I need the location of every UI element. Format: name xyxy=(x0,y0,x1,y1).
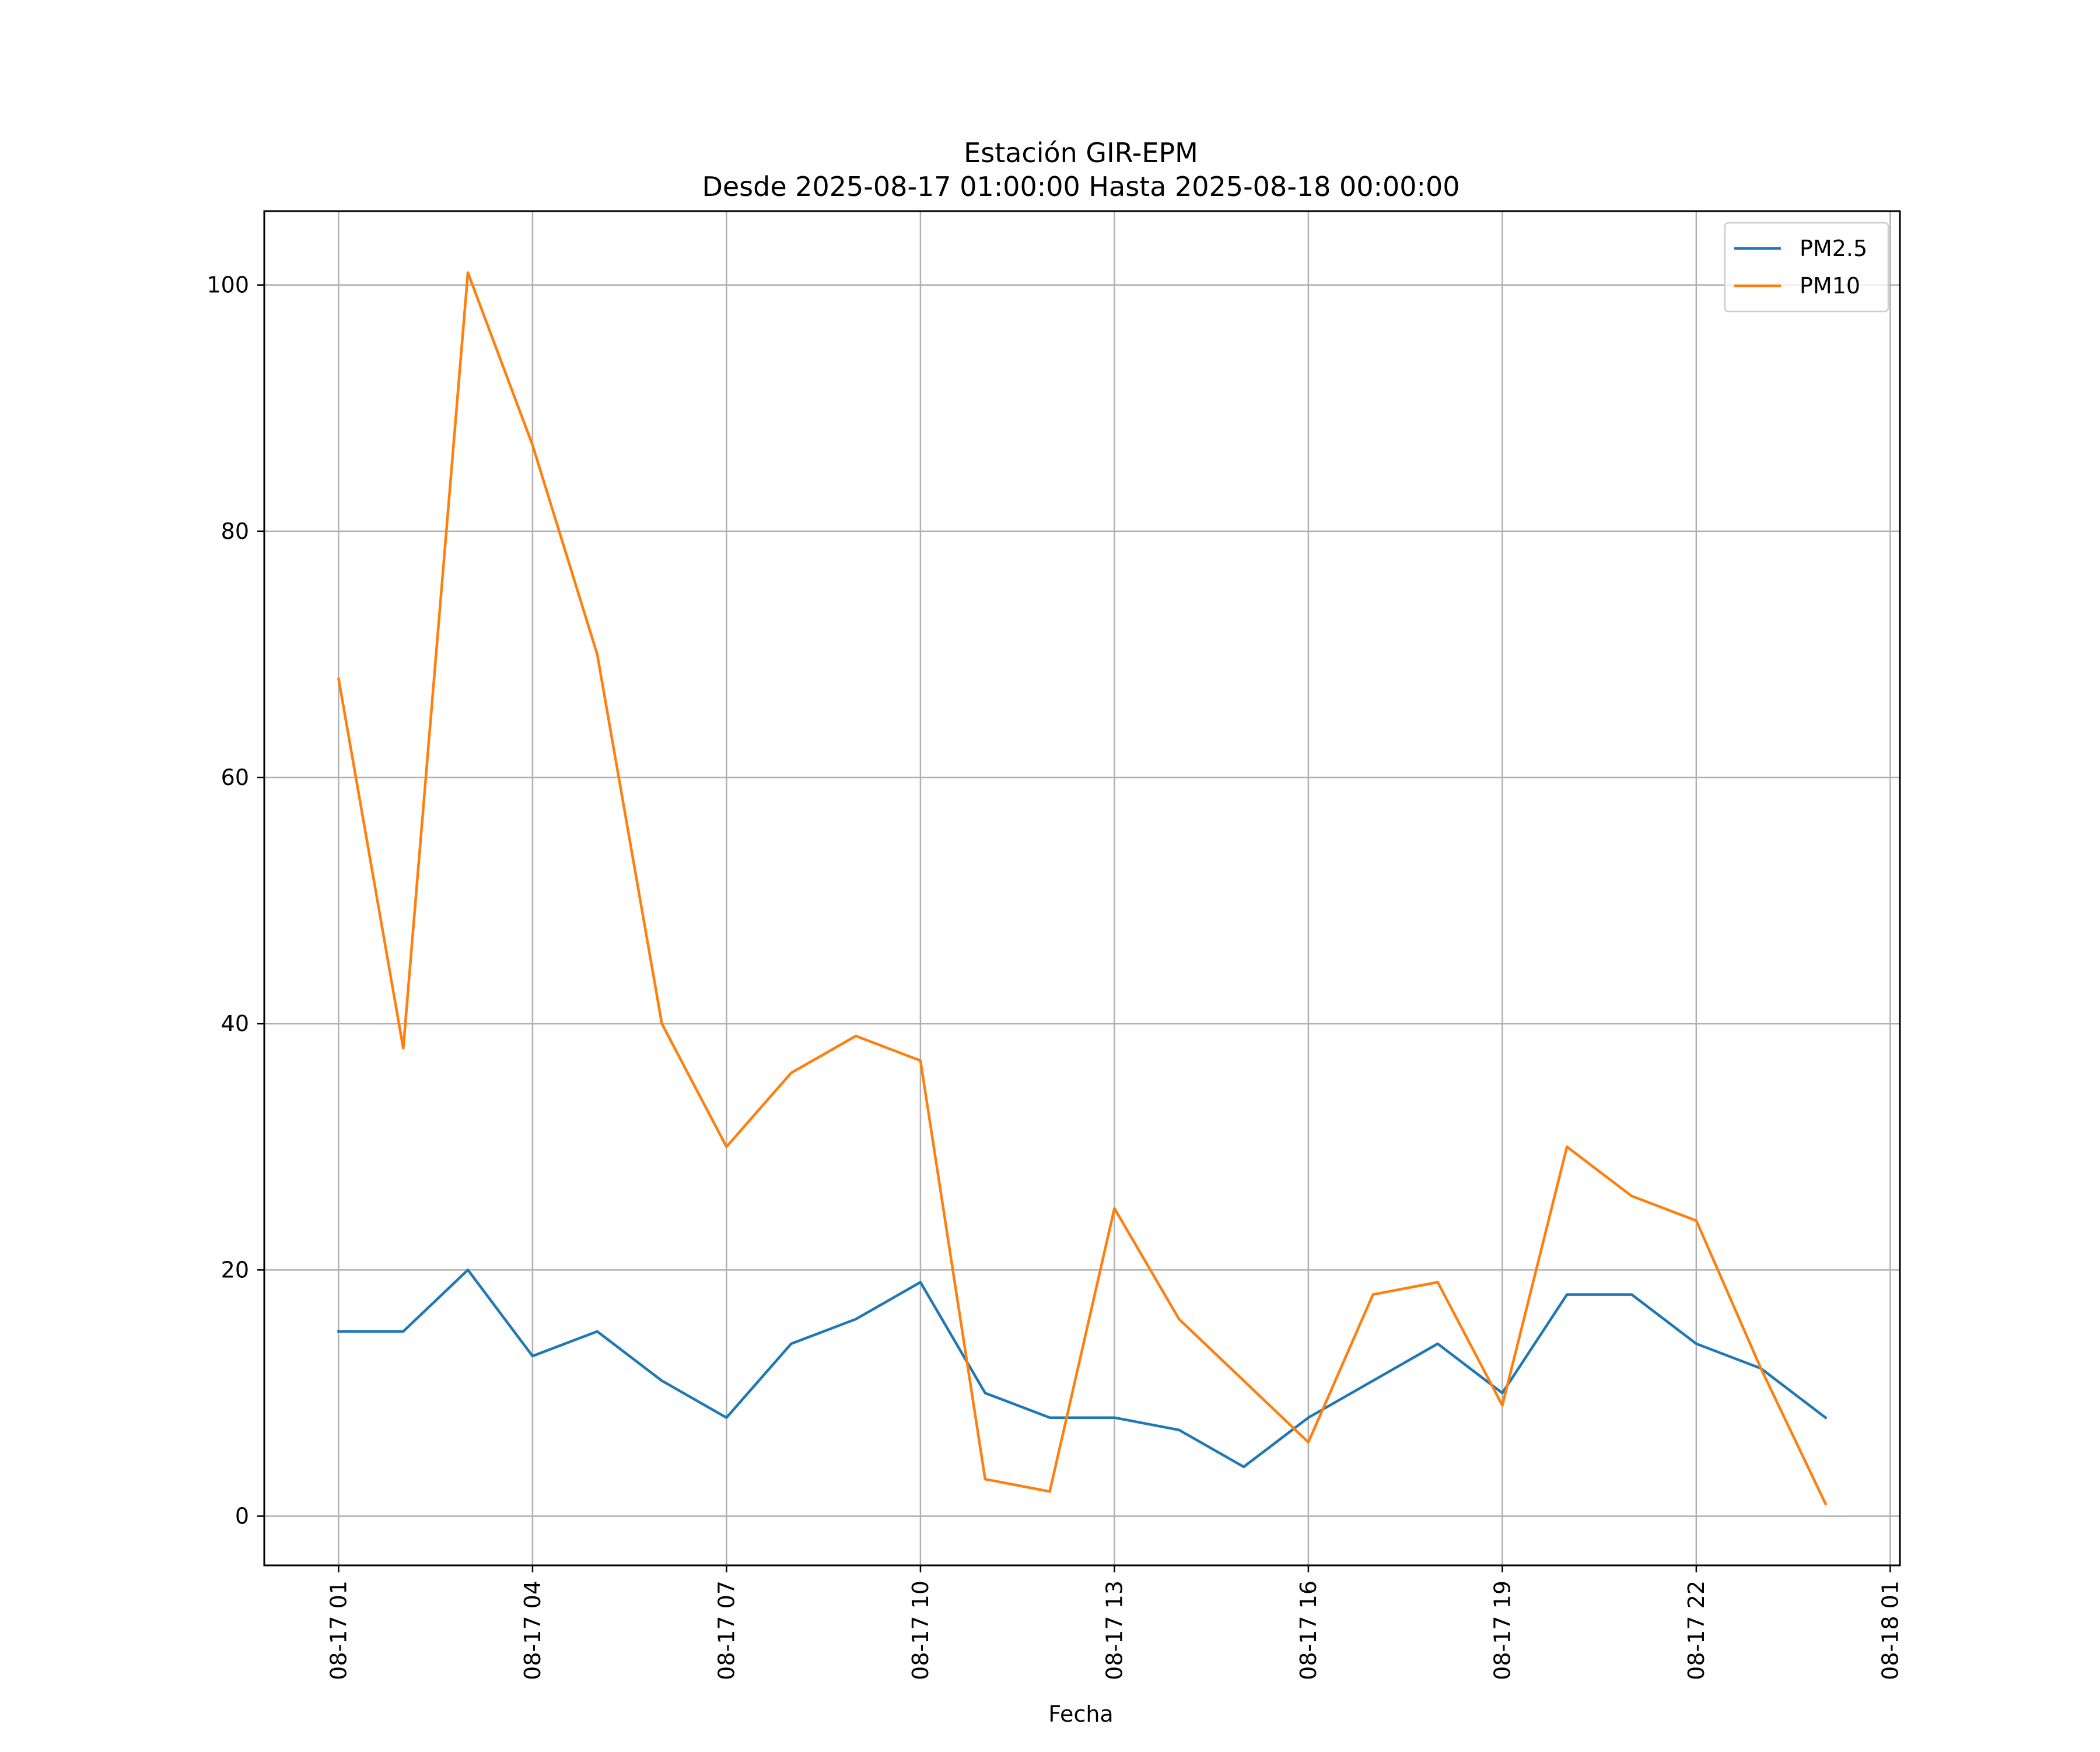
y-tick-label: 80 xyxy=(221,518,249,544)
x-tick-label: 08-17 04 xyxy=(520,1581,545,1680)
series-line-pm10 xyxy=(337,271,1828,1506)
x-tick-label: 08-18 01 xyxy=(1877,1581,1903,1680)
y-tick-label: 0 xyxy=(235,1504,249,1529)
legend-label: PM10 xyxy=(1800,273,1860,299)
chart-subtitle: Desde 2025-08-17 01:00:00 Hasta 2025-08-… xyxy=(702,171,1460,202)
x-tick-label: 08-17 16 xyxy=(1296,1581,1321,1680)
y-axis-ticks: 0 20 40 60 80 100 xyxy=(206,272,264,1529)
y-tick-label: 40 xyxy=(221,1011,249,1036)
data-series xyxy=(337,271,1828,1506)
x-tick-label: 08-17 07 xyxy=(713,1581,739,1680)
x-tick-label: 08-17 13 xyxy=(1101,1581,1127,1680)
y-tick-label: 20 xyxy=(221,1257,249,1283)
legend: PM2.5 PM10 xyxy=(1724,222,1889,313)
x-tick-label: 08-17 10 xyxy=(908,1581,933,1680)
y-tick-label: 100 xyxy=(206,272,249,298)
y-tick-label: 60 xyxy=(221,765,249,790)
legend-label: PM2.5 xyxy=(1800,236,1867,261)
series-line-pm25 xyxy=(337,1269,1828,1469)
x-tick-label: 08-17 19 xyxy=(1489,1581,1515,1680)
x-axis-ticks: 08-17 01 08-17 04 08-17 07 08-17 10 08-17 13… xyxy=(326,1565,1903,1680)
grid-lines xyxy=(264,211,1900,1565)
x-axis-label: Fecha xyxy=(1048,1701,1113,1727)
x-tick-label: 08-17 22 xyxy=(1684,1581,1709,1680)
legend-box xyxy=(1724,222,1889,313)
chart-title: Estación GIR-EPM xyxy=(964,137,1198,169)
x-tick-label: 08-17 01 xyxy=(326,1581,351,1680)
plot-frame xyxy=(263,210,1901,1567)
